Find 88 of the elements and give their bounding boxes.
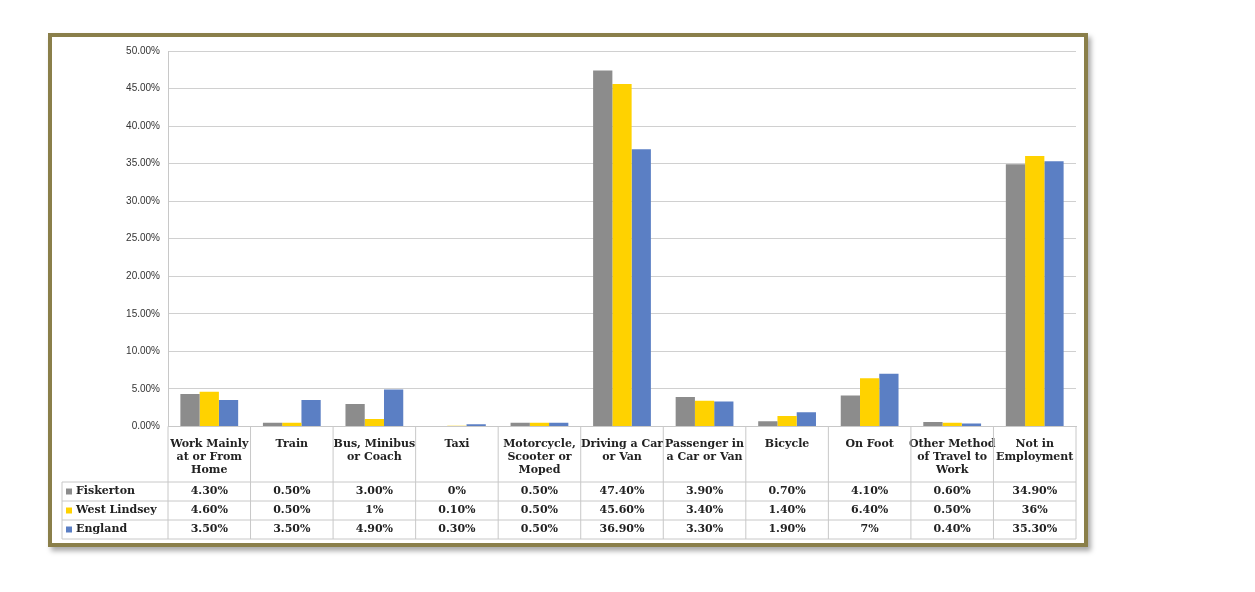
y-tick-label: 50.00%: [126, 44, 161, 56]
x-tick-label: Taxi: [444, 436, 470, 450]
x-tick-label: Work Mainly at or From Home: [169, 436, 249, 477]
data-label: 4.90%: [355, 522, 394, 536]
bar: [961, 423, 982, 426]
y-tick-label: 20.00%: [126, 269, 161, 281]
data-label: 3.40%: [685, 503, 724, 517]
data-label: 0.50%: [273, 484, 311, 498]
bar: [282, 422, 302, 426]
bar: [383, 389, 404, 426]
x-tick-label: Passenger in a Car or Van: [665, 436, 745, 464]
y-tick-label: 0.00%: [131, 420, 161, 432]
bar: [199, 391, 219, 426]
data-label: 3.50%: [273, 522, 311, 536]
data-label: 4.30%: [190, 484, 229, 498]
data-label: 0.30%: [438, 522, 477, 536]
bar: [714, 401, 734, 426]
data-label: 1.90%: [768, 522, 807, 536]
data-label: 0.50%: [520, 484, 559, 498]
data-label: 6.40%: [851, 503, 889, 517]
x-tick-label: Bicycle: [764, 436, 810, 450]
bar: [301, 400, 321, 426]
data-label: 3.00%: [355, 484, 394, 498]
data-label: 47.40%: [599, 484, 645, 498]
data-label: 7%: [860, 522, 880, 536]
bar: [879, 373, 899, 426]
y-tick-label: 15.00%: [126, 307, 161, 319]
bar: [675, 397, 695, 426]
bar: [923, 421, 943, 426]
data-label: 0.70%: [768, 484, 807, 498]
bar: [549, 422, 569, 426]
data-label: 0.10%: [438, 503, 477, 517]
y-tick-label: 40.00%: [126, 119, 161, 131]
y-tick-label: 25.00%: [126, 232, 161, 244]
bar: [529, 422, 550, 426]
data-label: 3.30%: [685, 522, 724, 536]
bar: [510, 422, 530, 426]
bar: [860, 378, 880, 426]
bar: [840, 395, 861, 426]
bar: [612, 84, 632, 426]
legend-label: West Lindsey: [75, 503, 158, 517]
data-label: 0.50%: [520, 503, 559, 517]
y-tick-label: 45.00%: [126, 82, 161, 94]
bar: [942, 422, 962, 426]
x-tick-label: On Foot: [845, 436, 895, 450]
data-label: 0.50%: [933, 503, 972, 517]
x-tick-label: Other Method of Travel to Work: [908, 436, 996, 477]
data-label: 0.40%: [933, 522, 972, 536]
data-label: 4.60%: [190, 503, 229, 517]
bar: [631, 149, 651, 426]
x-tick-label: Train: [275, 436, 309, 450]
data-label: 36.90%: [599, 522, 645, 536]
data-label: 3.90%: [685, 484, 724, 498]
bar: [218, 400, 239, 426]
y-tick-label: 10.00%: [126, 345, 161, 357]
bar: [262, 422, 283, 426]
bar: [694, 400, 715, 426]
y-tick-label: 5.00%: [131, 382, 161, 394]
x-tick-label: Not in Employment: [996, 436, 1075, 464]
data-label: 4.10%: [851, 484, 889, 498]
bar: [1044, 161, 1064, 426]
bar: [180, 394, 200, 426]
y-tick-label: 35.00%: [126, 157, 161, 169]
bar: [593, 70, 613, 426]
legend-label: England: [76, 522, 128, 536]
data-label: 45.60%: [599, 503, 645, 517]
data-label: 1%: [365, 503, 384, 517]
x-tick-label: Motorcycle, Scooter or Moped: [503, 436, 576, 477]
data-label: 0.50%: [520, 522, 559, 536]
bar: [796, 412, 816, 426]
bar: [777, 415, 797, 426]
legend-label: Fiskerton: [76, 484, 136, 498]
data-label: 1.40%: [768, 503, 807, 517]
y-tick-label: 30.00%: [126, 194, 161, 206]
data-label: 36%: [1021, 503, 1049, 517]
bar: [364, 418, 384, 426]
x-tick-label: Driving a Car or Van: [580, 436, 664, 464]
bar: [1025, 156, 1045, 426]
x-tick-label: Bus, Minibus or Coach: [333, 436, 416, 464]
bar: [1005, 164, 1026, 426]
bar: [345, 403, 365, 426]
data-label: 0.50%: [273, 503, 311, 517]
data-label: 34.90%: [1012, 484, 1058, 498]
data-label: 0.60%: [933, 484, 972, 498]
data-label: 35.30%: [1012, 522, 1058, 536]
bar: [758, 421, 778, 426]
data-label: 3.50%: [190, 522, 229, 536]
data-label: 0%: [447, 484, 467, 498]
